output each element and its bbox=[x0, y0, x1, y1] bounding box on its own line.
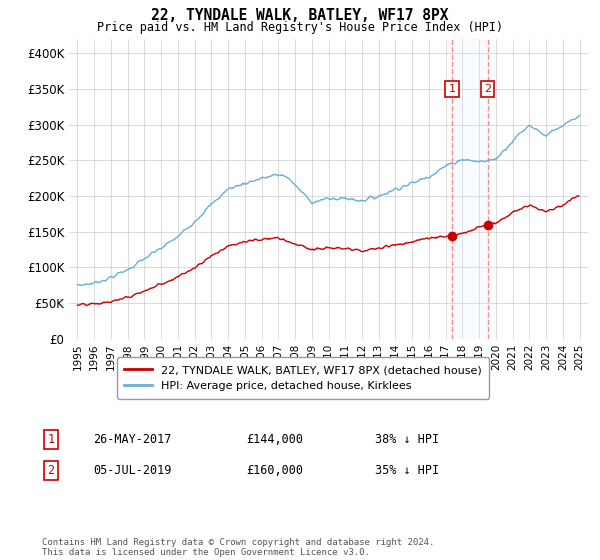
Text: 38% ↓ HPI: 38% ↓ HPI bbox=[375, 433, 439, 446]
Text: 1: 1 bbox=[449, 84, 456, 94]
Text: £160,000: £160,000 bbox=[246, 464, 303, 477]
Text: 35% ↓ HPI: 35% ↓ HPI bbox=[375, 464, 439, 477]
Text: 2: 2 bbox=[484, 84, 491, 94]
Text: 22, TYNDALE WALK, BATLEY, WF17 8PX: 22, TYNDALE WALK, BATLEY, WF17 8PX bbox=[151, 8, 449, 24]
Text: 26-MAY-2017: 26-MAY-2017 bbox=[93, 433, 172, 446]
Text: Price paid vs. HM Land Registry's House Price Index (HPI): Price paid vs. HM Land Registry's House … bbox=[97, 21, 503, 34]
Legend: 22, TYNDALE WALK, BATLEY, WF17 8PX (detached house), HPI: Average price, detache: 22, TYNDALE WALK, BATLEY, WF17 8PX (deta… bbox=[116, 357, 490, 399]
Text: 1: 1 bbox=[47, 433, 55, 446]
Text: Contains HM Land Registry data © Crown copyright and database right 2024.
This d: Contains HM Land Registry data © Crown c… bbox=[42, 538, 434, 557]
Text: 05-JUL-2019: 05-JUL-2019 bbox=[93, 464, 172, 477]
Text: £144,000: £144,000 bbox=[246, 433, 303, 446]
Bar bbox=[452, 39, 488, 339]
Text: 2: 2 bbox=[47, 464, 55, 477]
